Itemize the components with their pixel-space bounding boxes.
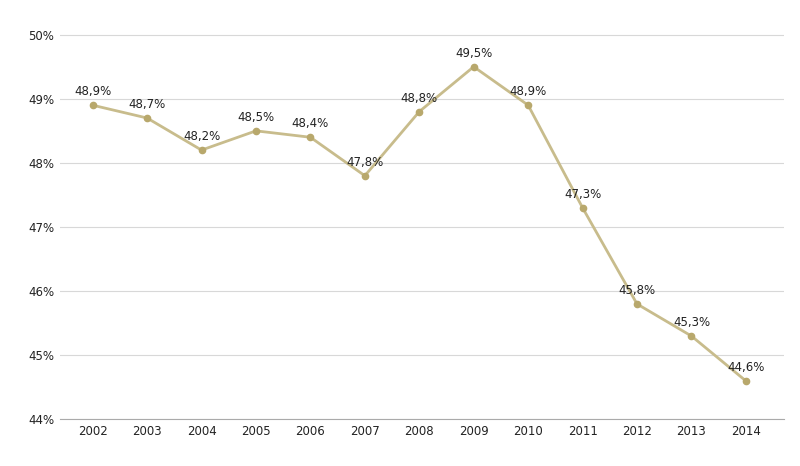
Text: 44,6%: 44,6% xyxy=(727,361,765,374)
Text: 45,3%: 45,3% xyxy=(673,316,710,329)
Text: 48,7%: 48,7% xyxy=(129,98,166,111)
Text: 48,5%: 48,5% xyxy=(238,111,274,124)
Text: 48,4%: 48,4% xyxy=(292,117,329,130)
Text: 48,8%: 48,8% xyxy=(401,92,438,105)
Text: 49,5%: 49,5% xyxy=(455,47,492,60)
Text: 48,2%: 48,2% xyxy=(183,130,220,143)
Text: 48,9%: 48,9% xyxy=(510,85,546,98)
Text: 48,9%: 48,9% xyxy=(74,85,111,98)
Text: 47,3%: 47,3% xyxy=(564,188,602,201)
Text: 47,8%: 47,8% xyxy=(346,156,383,169)
Text: 45,8%: 45,8% xyxy=(618,284,655,297)
